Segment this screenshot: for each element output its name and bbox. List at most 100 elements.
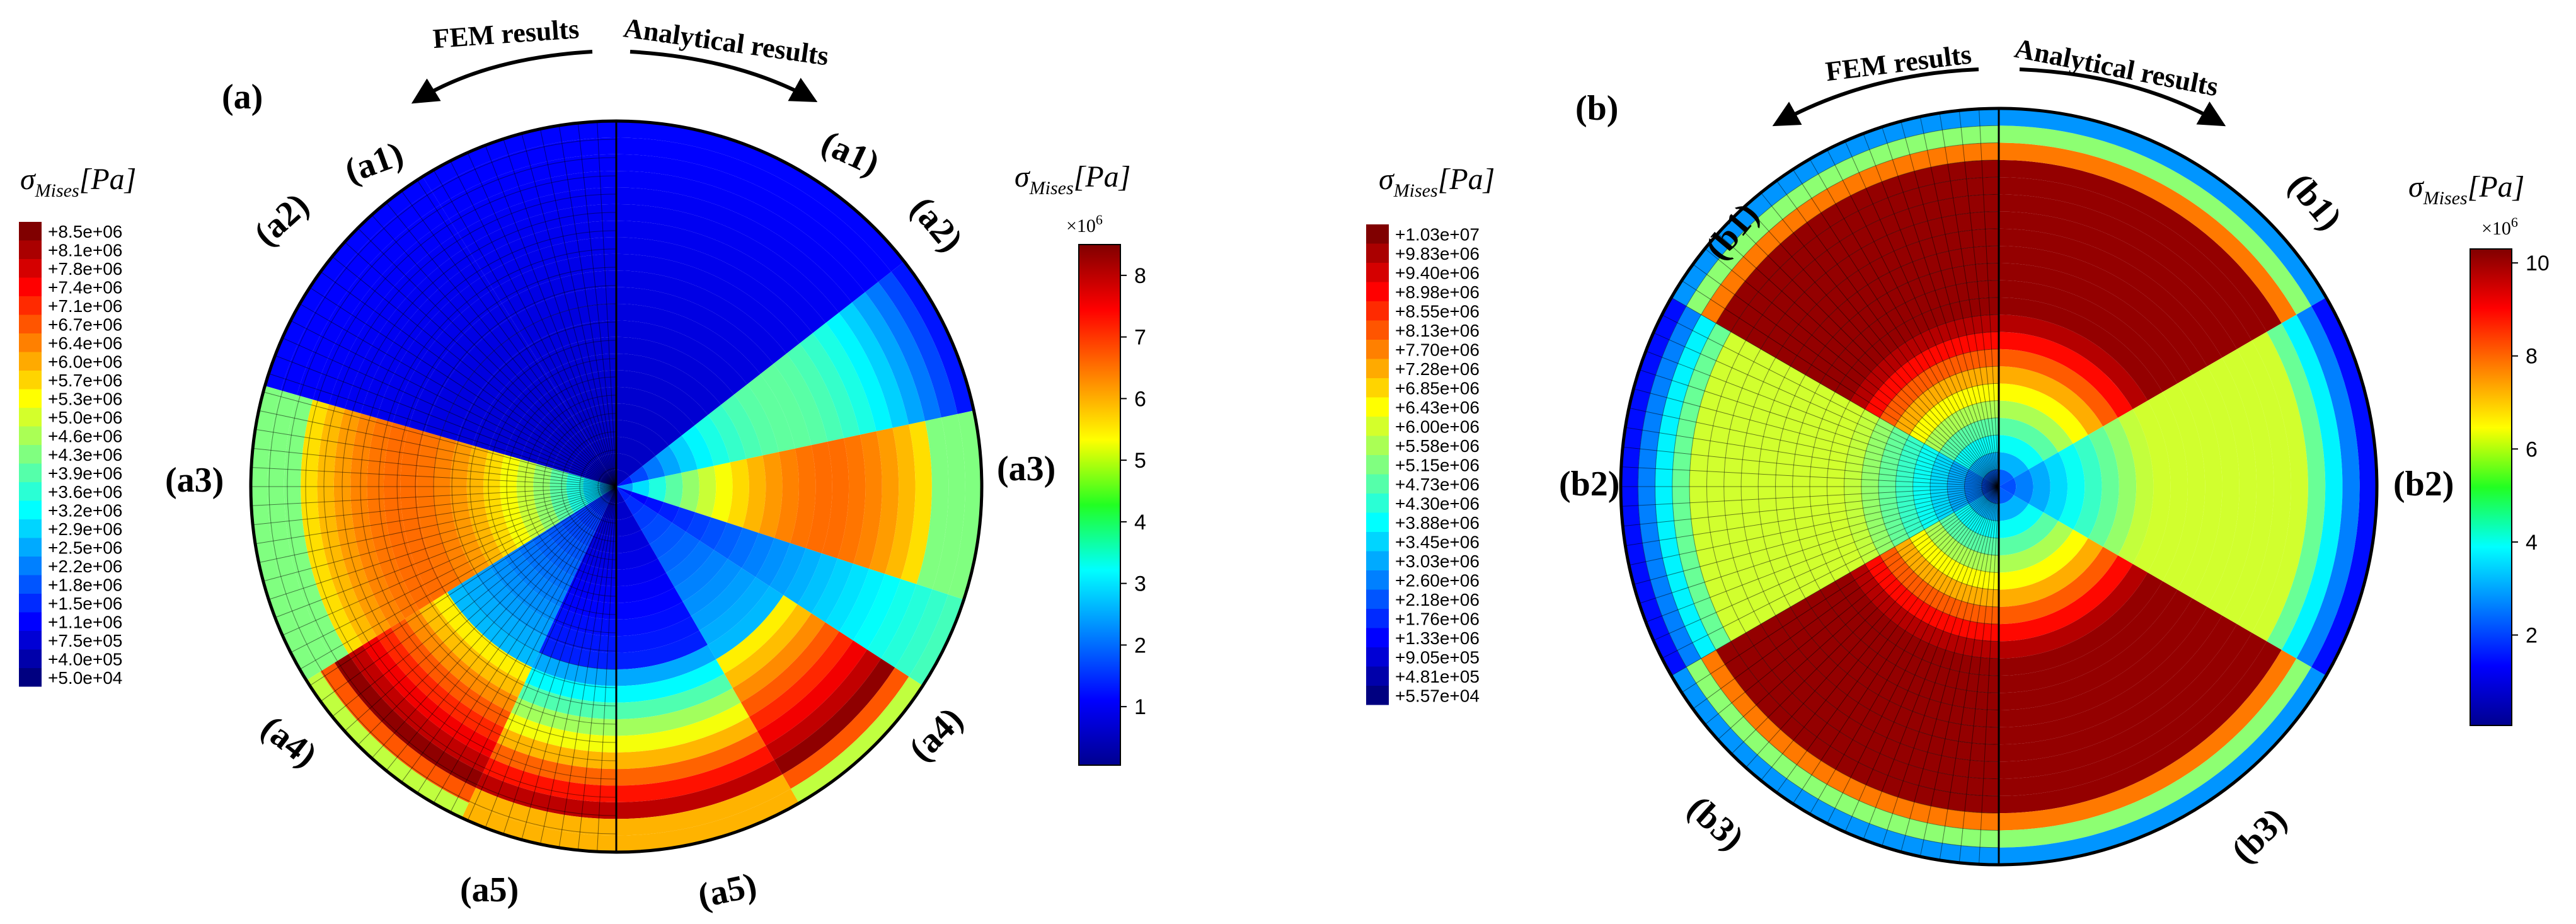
a4-analytical-band	[657, 531, 700, 573]
a4-fem-band	[461, 574, 546, 652]
mesh-radial-line	[275, 355, 617, 487]
a4-analytical-band	[616, 487, 631, 501]
mesh-radial-line	[1919, 117, 1999, 487]
mesh-radial-line	[320, 486, 617, 702]
panel-b-disk	[1619, 107, 2379, 867]
b2-fem-band	[1758, 366, 1805, 607]
legend-a-swatch	[19, 668, 42, 687]
mesh-radial-line	[503, 139, 617, 487]
a4-analytical-band	[766, 649, 882, 760]
mesh-radial-line	[1621, 466, 1999, 487]
mesh-radial-line	[263, 391, 617, 487]
a3-fem-band	[533, 463, 560, 531]
mesh-radial-line	[331, 256, 617, 487]
a2-analytical-band	[773, 353, 828, 446]
a2-fem-band	[424, 317, 520, 437]
a3a4-analytical-band	[741, 533, 774, 577]
a3a4-analytical-band	[727, 528, 759, 569]
a1-analytical-band	[616, 253, 800, 354]
a3-analytical-band	[774, 448, 800, 543]
mesh-radial-line	[290, 320, 617, 487]
mesh-radial-line	[1939, 113, 1999, 487]
legend-b-swatch	[1366, 589, 1389, 609]
mesh-radial-line	[433, 170, 617, 487]
a2-analytical-band	[865, 282, 941, 421]
b2-analytical-band	[2117, 409, 2154, 564]
mesh-ring	[360, 230, 617, 743]
b2-analytical-band	[2236, 340, 2291, 633]
b3-analytical-band	[1999, 650, 2297, 831]
b2-fem-band	[1723, 349, 1776, 625]
mesh-radial-line	[521, 486, 617, 840]
legend-a-entry: +7.8e+06	[48, 259, 122, 279]
b3-analytical-band	[1999, 529, 2088, 590]
mesh-radial-line	[1844, 141, 1999, 487]
a3-analytical-band	[742, 455, 766, 533]
a4-fem-band	[447, 583, 539, 667]
b1-analytical-band	[1999, 349, 2118, 427]
mesh-radial-line	[558, 125, 617, 487]
a1-fem-band	[484, 237, 616, 289]
a3a4-analytical-band	[811, 558, 854, 623]
a5-fem-band	[546, 622, 616, 653]
mesh-radial-line	[299, 303, 617, 487]
mesh-radial-line	[268, 373, 617, 487]
mesh-ring	[378, 248, 617, 725]
a1-analytical-band	[616, 187, 852, 313]
colorbar-a-sigma: σ	[1015, 160, 1031, 193]
colorbar-a-tick-label: 1	[1134, 695, 1146, 719]
a3-analytical-band	[664, 473, 683, 507]
b3-analytical-band	[1999, 512, 2059, 556]
b3-fem-band	[1880, 546, 1999, 625]
legend-a-entry: +8.1e+06	[48, 240, 122, 260]
b1-analytical-band	[1999, 142, 2297, 323]
a4-fem-band	[475, 565, 553, 637]
b2-analytical-band	[2073, 435, 2102, 538]
b3-fem-band	[1761, 615, 1999, 762]
a5-analytical-band	[616, 515, 641, 537]
colorbar-b-title: σMises[Pa]	[2408, 170, 2524, 209]
mesh-radial-line	[577, 486, 617, 850]
b1-fem-band	[1671, 108, 1999, 306]
a3-analytical-band	[805, 441, 832, 553]
a2-analytical-band	[760, 364, 812, 449]
colorbar-b-mult-exp: 6	[2511, 214, 2518, 230]
panel-a-fem-title: FEM results	[432, 13, 580, 54]
a5-analytical-band	[616, 788, 799, 852]
b1-analytical-band	[1999, 469, 2014, 487]
mesh-radial-line	[253, 448, 617, 487]
a1-analytical-band	[616, 370, 708, 425]
legend-b-swatch	[1366, 378, 1389, 398]
a3-analytical-band	[932, 413, 965, 595]
a3a4-analytical-band	[686, 512, 711, 541]
panel-a-disk	[249, 119, 984, 854]
colorbar-b-unit: [Pa]	[2468, 170, 2525, 204]
panel-a-analytical-title: Analytical results	[622, 12, 831, 71]
mesh-radial-line	[255, 429, 617, 487]
legend-a-entry: +6.7e+06	[48, 315, 122, 334]
legend-b-swatch	[1366, 532, 1389, 552]
mesh-radial-line	[539, 486, 617, 845]
a5-analytical-band	[616, 659, 725, 703]
a3-analytical-band	[632, 480, 650, 497]
a2-fem-band	[328, 233, 467, 409]
mesh-radial-line	[1792, 169, 1999, 487]
mesh-radial-line	[417, 486, 617, 794]
a4-analytical-band	[641, 514, 672, 545]
b2-fem-band	[1621, 297, 1687, 676]
a5-analytical-band	[616, 601, 691, 637]
legend-b-swatch	[1366, 647, 1389, 667]
mesh-radial-line	[1863, 133, 1999, 487]
b2-analytical-band	[2088, 426, 2119, 547]
a5-analytical-band	[616, 500, 633, 520]
b2-fem-band	[1638, 306, 1701, 667]
a5-analytical-band	[616, 717, 758, 770]
legend-a-swatch	[19, 277, 42, 296]
a3a4-analytical-band	[853, 574, 901, 650]
legend-b-swatch	[1366, 436, 1389, 455]
mesh-radial-line	[290, 486, 617, 653]
a1-fem-band	[528, 320, 616, 360]
a2-analytical-band	[669, 435, 698, 473]
legend-b-swatch	[1366, 474, 1389, 494]
